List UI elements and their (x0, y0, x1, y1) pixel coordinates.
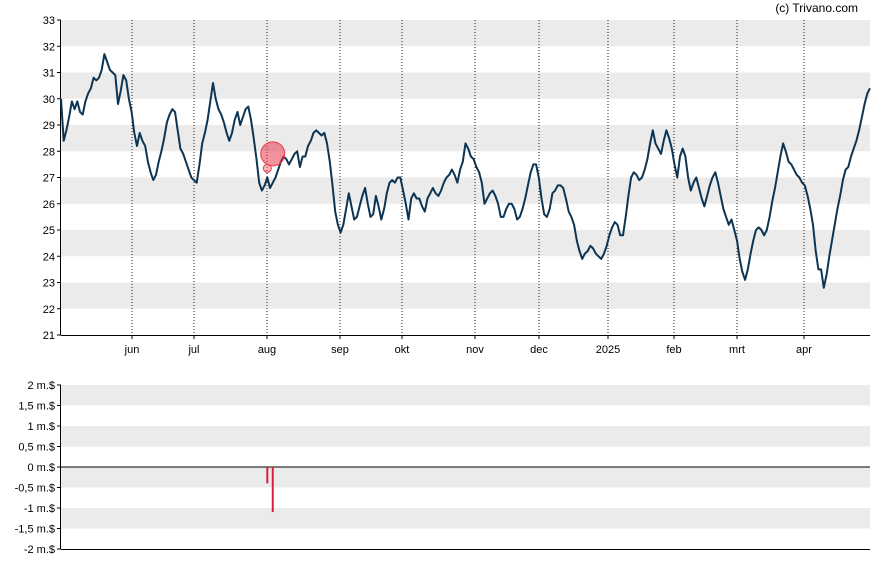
price-y-tick-label: 26 (43, 199, 55, 211)
price-y-tick-label: 30 (43, 94, 55, 106)
price-panel: 21 22 23 24 25 26 27 28 29 30 31 32 33 jun jul aug sep ok… (43, 15, 871, 356)
volume-y-tick-label: 1,5 m.$ (18, 401, 55, 413)
price-series-line (60, 53, 871, 289)
volume-y-tick-label: -1 m.$ (24, 503, 55, 515)
volume-y-tick-label: 2 m.$ (27, 380, 55, 392)
volume-grid-band (61, 385, 870, 406)
volume-y-tick-label: -0,5 m.$ (15, 483, 55, 495)
price-x-tick-label: jul (187, 344, 199, 356)
price-y-tick-label: 28 (43, 146, 55, 158)
price-y-tick-label: 27 (43, 173, 55, 185)
price-x-tick-label: aug (258, 344, 276, 356)
price-x-tick-label: nov (466, 344, 484, 356)
price-x-tick-label: jun (124, 344, 140, 356)
copyright-text: (c) Trivano.com (775, 1, 858, 15)
volume-grid-band (61, 467, 870, 488)
volume-y-tick-label: -2 m.$ (24, 544, 55, 556)
price-x-tick-label: apr (796, 344, 812, 356)
price-x-tick-label: okt (395, 344, 410, 356)
price-grid-band (61, 20, 870, 47)
price-y-tick-label: 21 (43, 330, 55, 342)
price-x-tick-label: feb (666, 344, 681, 356)
volume-grid-band (61, 508, 870, 529)
price-x-tick-label: mrt (729, 344, 745, 356)
price-grid-band (61, 72, 870, 99)
price-y-tick-label: 23 (43, 278, 55, 290)
volume-y-tick-label: -1,5 m.$ (15, 524, 55, 536)
volume-panel: 2 m.$ 1,5 m.$ 1 m.$ 0,5 m.$ 0 m.$ -0,5 m.$ -1 … (15, 380, 870, 556)
volume-grid-band (61, 426, 870, 447)
price-y-tick-label: 24 (43, 251, 55, 263)
price-y-tick-label: 33 (43, 15, 55, 27)
price-y-tick-label: 32 (43, 41, 55, 53)
price-y-tick-label: 25 (43, 225, 55, 237)
price-grid-band (61, 282, 870, 309)
insider-trade-marker (262, 163, 272, 173)
volume-y-tick-label: 0 m.$ (27, 462, 55, 474)
price-y-tick-label: 22 (43, 304, 55, 316)
price-x-tick-label: dec (530, 344, 548, 356)
volume-y-tick-label: 0,5 m.$ (18, 442, 55, 454)
price-x-tick-label: 2025 (596, 344, 620, 356)
price-x-tick-label: sep (331, 344, 349, 356)
price-y-tick-label: 29 (43, 120, 55, 132)
price-grid-band (61, 177, 870, 204)
insider-trade-marker (260, 141, 286, 167)
volume-y-tick-label: 1 m.$ (27, 421, 55, 433)
price-y-tick-label: 31 (43, 68, 55, 80)
price-grid-band (61, 230, 870, 257)
